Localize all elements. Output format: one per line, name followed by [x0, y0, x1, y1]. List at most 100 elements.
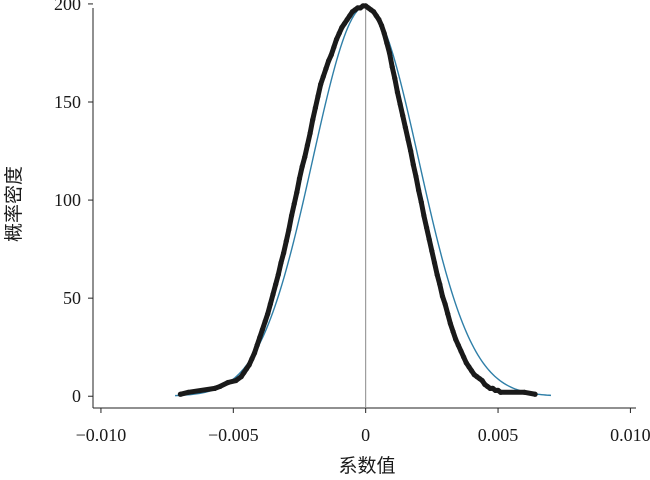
density-point	[405, 136, 411, 142]
density-point	[344, 17, 350, 23]
density-point	[423, 224, 430, 231]
density-point	[312, 105, 318, 111]
tick-labels-group: 0 50 100 150 200 −0.010 −0.005 0 0.005 0.010	[54, 0, 650, 445]
density-point	[296, 175, 303, 182]
density-point	[392, 75, 398, 82]
density-point	[323, 66, 329, 72]
x-axis-title: 系数值	[338, 455, 395, 477]
density-point	[532, 391, 538, 397]
density-point	[429, 248, 435, 254]
density-point	[267, 301, 273, 307]
density-point	[328, 52, 334, 58]
density-point	[336, 30, 342, 36]
density-point	[498, 389, 504, 395]
density-point	[453, 336, 459, 342]
density-point	[421, 213, 427, 219]
density-point	[288, 213, 295, 219]
density-point	[408, 148, 414, 154]
density-point	[315, 93, 321, 99]
density-point	[521, 389, 528, 395]
density-point	[455, 342, 461, 348]
y-axis-title: 概率密度	[3, 166, 25, 242]
density-point	[434, 272, 440, 278]
density-point	[265, 311, 271, 317]
density-point	[299, 164, 305, 170]
density-point	[320, 73, 326, 80]
y-tick-label: 50	[63, 288, 81, 308]
y-tick-label: 200	[54, 0, 81, 14]
density-point	[185, 389, 191, 395]
density-point	[389, 64, 395, 70]
density-point	[479, 377, 485, 384]
density-point	[257, 334, 263, 340]
density-point	[373, 13, 379, 19]
density-point	[177, 391, 183, 397]
density-point-trace	[179, 3, 536, 397]
density-point	[331, 44, 337, 50]
density-point	[286, 226, 292, 233]
density-point	[251, 350, 258, 356]
density-point	[249, 356, 255, 362]
normal-density-curve	[175, 5, 552, 397]
density-point	[254, 342, 260, 348]
density-point	[246, 362, 252, 368]
density-point	[458, 348, 464, 354]
density-point	[259, 326, 266, 333]
data-points-group	[177, 3, 538, 397]
x-tick-label: −0.010	[76, 425, 127, 445]
density-point	[217, 383, 223, 390]
density-point	[384, 40, 390, 46]
density-point	[466, 364, 472, 370]
density-point	[461, 354, 467, 360]
density-point	[294, 189, 300, 195]
density-point	[445, 311, 451, 317]
density-point	[418, 199, 424, 205]
density-point	[326, 58, 332, 64]
density-point	[381, 30, 387, 36]
density-point	[275, 272, 281, 278]
density-point	[233, 377, 239, 384]
density-point	[307, 130, 313, 136]
density-point	[439, 293, 446, 299]
density-point	[431, 260, 438, 266]
density-point	[273, 281, 279, 288]
normal-curve-group	[175, 5, 552, 397]
density-point	[394, 89, 401, 95]
axes	[88, 3, 636, 413]
y-tick-label: 100	[54, 190, 81, 210]
x-tick-label: 0.005	[478, 425, 519, 445]
density-point	[304, 142, 311, 148]
density-point	[302, 154, 308, 160]
density-point	[238, 374, 244, 380]
x-tick-label: 0.010	[610, 425, 650, 445]
density-point	[400, 113, 406, 119]
density-point	[243, 366, 250, 372]
density-point	[378, 22, 385, 29]
density-point	[281, 250, 287, 256]
density-point	[241, 370, 247, 376]
density-point	[278, 260, 284, 266]
density-point	[463, 360, 469, 366]
density-point	[413, 173, 419, 180]
density-point	[468, 368, 475, 374]
density-point	[386, 50, 393, 56]
x-tick-label: −0.005	[208, 425, 259, 445]
density-point	[283, 238, 289, 244]
density-point	[310, 117, 316, 123]
density-point	[410, 162, 416, 168]
density-point	[347, 13, 353, 19]
density-point	[339, 24, 345, 31]
density-point	[442, 301, 448, 307]
density-point	[450, 328, 456, 335]
density-point	[270, 291, 276, 297]
y-tick-label: 150	[54, 92, 81, 112]
density-point	[376, 17, 382, 23]
density-point	[333, 36, 340, 42]
x-tick-label: 0	[361, 425, 370, 445]
y-tick-label: 0	[72, 386, 81, 406]
density-point	[318, 81, 324, 87]
density-point	[416, 187, 422, 193]
density-point	[212, 385, 218, 391]
